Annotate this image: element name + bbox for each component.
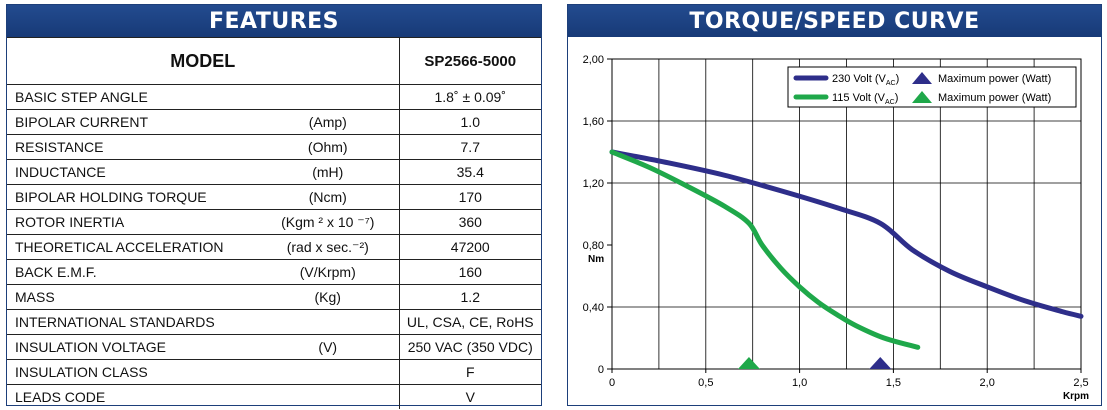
x-tick-label: 0 xyxy=(609,377,615,389)
feature-label: LEADS CODE xyxy=(7,384,257,409)
torque-speed-svg: 0 0,40 0,80 1,20 1,60 2,00 0 0,5 1,0 1,5 2,0 2,5 Nm K… xyxy=(583,54,1090,402)
y-axis-label: Nm xyxy=(588,254,604,265)
feature-unit: (Kg) xyxy=(257,284,399,310)
feature-row: INTERNATIONAL STANDARDS UL, CSA, CE, RoHS xyxy=(7,309,541,335)
feature-label: ROTOR INERTIA xyxy=(7,209,257,235)
feature-label: THEORETICAL ACCELERATION xyxy=(7,234,257,260)
feature-row: LEADS CODE V xyxy=(7,384,541,409)
feature-row: BACK E.M.F. (V/Krpm) 160 xyxy=(7,259,541,285)
legend-marker xyxy=(912,72,932,84)
legend-box xyxy=(787,66,1077,108)
y-tick-label: 1,20 xyxy=(583,178,604,190)
feature-row: INSULATION VOLTAGE (V) 250 VAC (350 VDC) xyxy=(7,334,541,360)
feature-unit xyxy=(257,309,399,335)
chart-title: TORQUE/SPEED CURVE xyxy=(568,5,1101,37)
model-row: MODEL SP2566-5000 xyxy=(7,37,541,85)
feature-value: F xyxy=(398,359,541,385)
feature-unit xyxy=(257,384,399,409)
feature-label: INTERNATIONAL STANDARDS xyxy=(7,309,257,335)
torque-speed-chart: 0 0,40 0,80 1,20 1,60 2,00 0 0,5 1,0 1,5 2,0 2,5 Nm K… xyxy=(568,37,1101,405)
feature-label: RESISTANCE xyxy=(7,134,257,160)
legend-marker-label: Maximum power (Watt) xyxy=(938,92,1051,104)
feature-unit: (Kgm ² x 10 ⁻⁷) xyxy=(257,209,399,235)
y-tick-label: 0,40 xyxy=(583,302,604,314)
feature-row: INSULATION CLASS F xyxy=(7,359,541,385)
feature-row: THEORETICAL ACCELERATION (rad x sec.⁻²) 47… xyxy=(7,234,541,260)
x-tick-label: 2,5 xyxy=(1073,377,1088,389)
x-tick-label: 1,5 xyxy=(886,377,901,389)
feature-value: 160 xyxy=(398,259,541,285)
feature-unit: (rad x sec.⁻²) xyxy=(257,234,399,260)
series-line-115v xyxy=(609,149,921,350)
features-title: FEATURES xyxy=(7,5,541,37)
model-label: MODEL xyxy=(7,37,399,85)
y-tick-label: 0,80 xyxy=(583,240,604,252)
legend-series-name: 230 Volt (VAC) xyxy=(832,73,899,87)
feature-row: BASIC STEP ANGLE 1.8˚ ± 0.09˚ xyxy=(7,84,541,110)
feature-unit: (Ncm) xyxy=(257,184,399,210)
y-tick-label: 1,60 xyxy=(583,116,604,128)
x-tick-label: 2,0 xyxy=(980,377,995,389)
x-tick-label: 1,0 xyxy=(792,377,807,389)
y-tick-label: 2,00 xyxy=(583,54,604,66)
feature-value: 250 VAC (350 VDC) xyxy=(398,334,541,360)
feature-value: 7.7 xyxy=(398,134,541,160)
model-value: SP2566-5000 xyxy=(398,37,541,85)
x-tick-label: 0,5 xyxy=(698,377,713,389)
feature-label: INSULATION VOLTAGE xyxy=(7,334,257,360)
feature-label: MASS xyxy=(7,284,257,310)
feature-value: 1.8˚ ± 0.09˚ xyxy=(398,84,541,110)
feature-label: BIPOLAR CURRENT xyxy=(7,109,257,135)
y-tick-label: 0 xyxy=(598,364,604,376)
x-axis-label: Krpm xyxy=(1063,391,1089,402)
features-panel: FEATURES MODEL SP2566-5000 BASIC STEP AN… xyxy=(6,4,542,409)
feature-label: INSULATION CLASS xyxy=(7,359,257,385)
feature-label: BASIC STEP ANGLE xyxy=(7,84,257,110)
legend-marker xyxy=(912,91,932,103)
feature-value: 47200 xyxy=(398,234,541,260)
max-power-marker-230v xyxy=(869,357,892,369)
feature-unit: (Ohm) xyxy=(257,134,399,160)
feature-value: 1.2 xyxy=(398,284,541,310)
feature-value: 360 xyxy=(398,209,541,235)
feature-row: INDUCTANCE (mH) 35.4 xyxy=(7,159,541,185)
feature-value: V xyxy=(398,384,541,409)
feature-value: UL, CSA, CE, RoHS xyxy=(398,309,541,335)
feature-row: RESISTANCE (Ohm) 7.7 xyxy=(7,134,541,160)
feature-unit: (mH) xyxy=(257,159,399,185)
feature-value: 170 xyxy=(398,184,541,210)
max-power-marker-115v xyxy=(737,357,760,369)
features-table: MODEL SP2566-5000 BASIC STEP ANGLE 1.8˚ ±… xyxy=(7,37,541,409)
legend-series-name: 115 Volt (VAC) xyxy=(832,92,898,106)
feature-row: BIPOLAR HOLDING TORQUE (Ncm) 170 xyxy=(7,184,541,210)
legend-marker-label: Maximum power (Watt) xyxy=(938,73,1051,85)
torque-speed-panel: TORQUE/SPEED CURVE 0 0,40 0,80 1,20 1,60 2,00… xyxy=(567,4,1102,406)
feature-unit xyxy=(257,359,399,385)
feature-unit: (V/Krpm) xyxy=(257,259,399,285)
feature-label: INDUCTANCE xyxy=(7,159,257,185)
feature-label: BIPOLAR HOLDING TORQUE xyxy=(7,184,257,210)
feature-value: 1.0 xyxy=(398,109,541,135)
feature-unit: (Amp) xyxy=(257,109,399,135)
feature-row: BIPOLAR CURRENT (Amp) 1.0 xyxy=(7,109,541,135)
feature-label: BACK E.M.F. xyxy=(7,259,257,285)
feature-value: 35.4 xyxy=(398,159,541,185)
feature-unit: (V) xyxy=(257,334,399,360)
feature-row: ROTOR INERTIA (Kgm ² x 10 ⁻⁷) 360 xyxy=(7,209,541,235)
feature-unit xyxy=(257,84,399,110)
feature-row: MASS (Kg) 1.2 xyxy=(7,284,541,310)
series-line-230v xyxy=(609,149,1084,319)
